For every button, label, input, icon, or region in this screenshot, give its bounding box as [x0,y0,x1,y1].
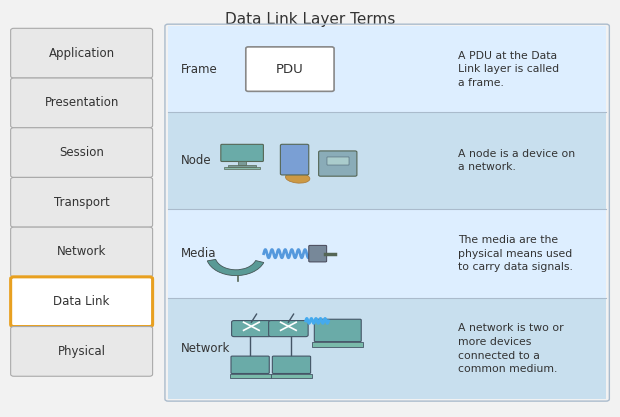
Bar [271,374,312,378]
FancyBboxPatch shape [231,356,269,374]
Text: Media: Media [180,247,216,260]
Wedge shape [207,259,264,276]
Text: Data Link: Data Link [53,295,110,308]
FancyBboxPatch shape [11,177,153,227]
Bar [224,167,260,169]
Text: Node: Node [180,154,211,167]
Text: Application: Application [48,47,115,60]
FancyBboxPatch shape [11,128,153,177]
FancyBboxPatch shape [314,319,361,342]
FancyBboxPatch shape [280,144,309,175]
Bar [168,112,606,209]
Bar [239,161,246,165]
Text: Transport: Transport [54,196,110,209]
Bar [327,157,349,165]
Bar [312,342,363,347]
Text: Physical: Physical [58,345,105,358]
FancyBboxPatch shape [11,327,153,376]
FancyBboxPatch shape [309,245,327,262]
Text: A node is a device on
a network.: A node is a device on a network. [458,148,575,172]
FancyBboxPatch shape [11,277,153,327]
FancyBboxPatch shape [11,78,153,128]
Text: Data Link Layer Terms: Data Link Layer Terms [225,12,395,27]
Ellipse shape [285,173,310,183]
FancyBboxPatch shape [11,227,153,277]
Text: The media are the
physical means used
to carry data signals.: The media are the physical means used to… [458,235,573,272]
Bar [168,299,606,399]
FancyBboxPatch shape [221,144,264,161]
Text: Presentation: Presentation [45,96,119,109]
Bar [229,374,271,378]
FancyBboxPatch shape [11,28,153,78]
FancyBboxPatch shape [232,321,271,337]
Text: A network is two or
more devices
connected to a
common medium.: A network is two or more devices connect… [458,323,564,374]
FancyBboxPatch shape [268,321,308,337]
Text: Network: Network [57,246,106,259]
Bar [168,209,606,299]
Text: A PDU at the Data
Link layer is called
a frame.: A PDU at the Data Link layer is called a… [458,50,559,88]
Text: Session: Session [59,146,104,159]
FancyBboxPatch shape [319,151,357,176]
FancyBboxPatch shape [246,47,334,91]
Text: PDU: PDU [276,63,304,75]
Bar [228,165,256,166]
FancyBboxPatch shape [272,356,311,374]
Bar [168,26,606,112]
Text: Network: Network [180,342,230,355]
Text: Frame: Frame [180,63,217,75]
